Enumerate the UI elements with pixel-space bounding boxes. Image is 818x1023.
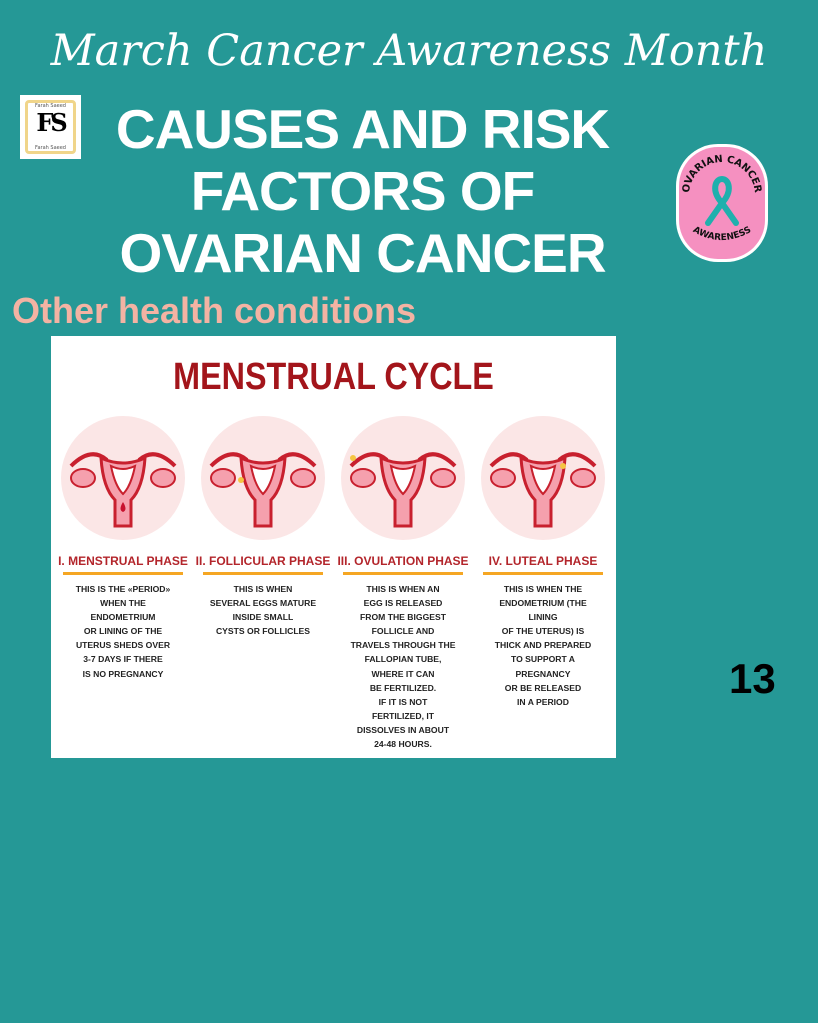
- phase-title: II. FOLLICULAR PHASE: [195, 554, 331, 568]
- phase-title: I. MENSTRUAL PHASE: [58, 554, 188, 568]
- phase-title: III. OVULATION PHASE: [337, 554, 469, 568]
- heading-line: CAUSES AND RISK: [115, 98, 610, 160]
- menstrual-cycle-infographic: MENSTRUAL CYCLE I. MENSTRUAL PHASE THIS I…: [51, 336, 616, 758]
- phase-divider: [203, 572, 323, 575]
- phase-title: IV. LUTEAL PHASE: [488, 554, 598, 568]
- logo-name-bottom: Farah Saeed: [35, 145, 66, 151]
- phase-1: I. MENSTRUAL PHASE THIS IS THE «PERIOD» W…: [53, 416, 193, 681]
- page-number: 13: [729, 655, 776, 702]
- heading-line: FACTORS OF: [190, 160, 535, 222]
- phase-2: II. FOLLICULAR PHASE THIS IS WHEN SEVERAL…: [193, 416, 333, 638]
- phase-divider: [343, 572, 463, 575]
- section-subtitle: Other health conditions: [12, 290, 417, 331]
- phase-divider: [63, 572, 183, 575]
- awareness-ribbon-icon: [705, 175, 739, 226]
- heading-line: OVARIAN CANCER: [119, 222, 606, 284]
- phase-description: THIS IS WHEN AN EGG IS RELEASED FROM THE…: [350, 584, 456, 750]
- phase-divider: [483, 572, 603, 575]
- uterus-illustration: [341, 416, 465, 540]
- logo-initials: FS: [36, 108, 67, 137]
- ovarian-cancer-awareness-badge: OVARIAN CANCER AWARENESS: [676, 144, 768, 262]
- uterus-illustration: [201, 416, 325, 540]
- phase-4: IV. LUTEAL PHASE THIS IS WHEN THE ENDOMET…: [473, 416, 613, 709]
- infographic-title: MENSTRUAL CYCLE: [173, 356, 494, 398]
- phase-description: THIS IS WHEN SEVERAL EGGS MATURE INSIDE …: [209, 584, 317, 637]
- uterus-illustration: [481, 416, 605, 540]
- phase-description: THIS IS THE «PERIOD» WHEN THE ENDOMETRIU…: [75, 584, 171, 679]
- top-title: March Cancer Awareness Month: [50, 26, 768, 76]
- page-heading: CAUSES AND RISK FACTORS OF OVARIAN CANCE…: [70, 98, 655, 284]
- uterus-illustration: [61, 416, 185, 540]
- logo: Farah Saeed FS Farah Saeed: [20, 95, 81, 159]
- logo-name-top: Farah Saeed: [35, 103, 66, 109]
- phase-description: THIS IS WHEN THE ENDOMETRIUM (THE LINING…: [494, 584, 592, 707]
- phase-3: III. OVULATION PHASE THIS IS WHEN AN EGG …: [333, 416, 473, 751]
